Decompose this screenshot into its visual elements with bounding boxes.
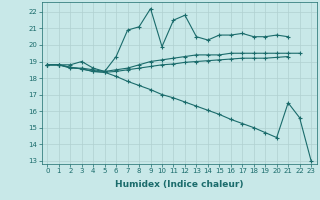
X-axis label: Humidex (Indice chaleur): Humidex (Indice chaleur) <box>115 180 244 189</box>
